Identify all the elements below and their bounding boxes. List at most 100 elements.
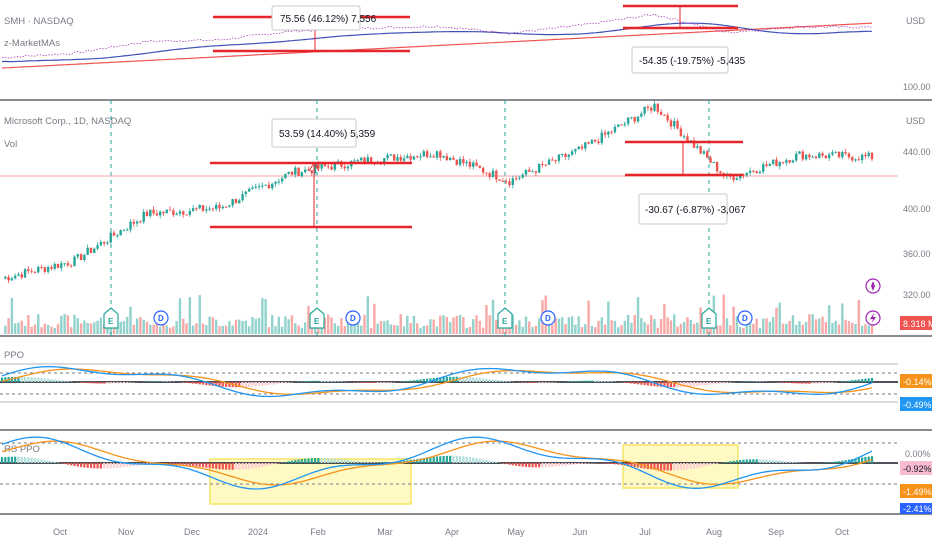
candle-body [66, 263, 70, 266]
hist-bar [547, 382, 551, 383]
x-tick-label: Sep [768, 527, 784, 537]
candle-body [310, 170, 313, 174]
rsppo-tag-blue: -2.41% [903, 504, 932, 514]
volume-bar [435, 326, 439, 334]
volume-bar [327, 314, 330, 334]
hist-bar [870, 377, 874, 382]
hist-bar [501, 380, 505, 382]
candle-body [580, 146, 584, 149]
candle-body [37, 266, 40, 273]
volume-bar [86, 323, 89, 334]
hist-bar [814, 382, 818, 384]
candle-body [673, 120, 676, 127]
candle-body [86, 247, 89, 255]
candle-body [706, 151, 709, 158]
x-tick-label: Mar [377, 527, 393, 537]
dividend-badge-3[interactable]: D [545, 314, 551, 323]
top-pane[interactable]: SMH · NASDAQ z-MarketMAs 75.56 (46.12%) … [1, 4, 931, 92]
candle-body [267, 184, 271, 189]
hist-bar [30, 377, 33, 382]
top-currency-label: USD [906, 16, 926, 26]
candle-body [290, 171, 294, 175]
earnings-badge-1[interactable]: E [108, 317, 114, 326]
volume-bar [729, 325, 732, 334]
volume-bar [781, 323, 785, 334]
volume-bar [241, 320, 244, 334]
hist-bar [340, 381, 343, 382]
volume-bar [488, 315, 491, 334]
volume-bar [557, 318, 561, 334]
rsppo-pane[interactable]: RS PPO 0.00% -0.92% -1.49% -2.41% [0, 436, 932, 514]
hist-bar [491, 379, 495, 382]
volume-bar [439, 315, 442, 334]
earnings-badges[interactable]: E E E E [103, 307, 717, 329]
hist-bar [511, 463, 514, 466]
candle-body [109, 232, 112, 243]
hist-bar [748, 381, 752, 382]
hist-bar [518, 463, 521, 467]
dividend-badges[interactable]: D D D D [153, 310, 753, 326]
volume-tag: 8.318 M [903, 319, 932, 329]
volume-bar [132, 324, 136, 334]
volume-bar [455, 315, 458, 334]
candle-body [419, 156, 422, 158]
volume-bar [23, 326, 27, 334]
candle-body [208, 208, 211, 210]
hist-bar [709, 382, 712, 385]
hist-bar [37, 458, 40, 463]
dividend-badge-1[interactable]: D [158, 314, 164, 323]
hist-bar [129, 382, 132, 383]
volume-bar [485, 305, 488, 334]
hist-bar [571, 381, 574, 382]
candle-body [511, 178, 514, 186]
hist-bar [313, 458, 317, 463]
volume-bar [317, 325, 320, 334]
hist-bar [633, 463, 636, 468]
candle-body [165, 209, 168, 214]
candle-body [646, 106, 650, 108]
ppo-pane[interactable]: PPO -0.14% -0.49% [0, 350, 932, 411]
hist-bar [290, 460, 294, 463]
x-tick-label: Apr [445, 527, 459, 537]
candle-body [781, 162, 785, 164]
earnings-badge-3[interactable]: E [502, 317, 508, 326]
hist-bar [465, 456, 468, 463]
earnings-badge-4[interactable]: E [706, 317, 712, 326]
volume-bar [818, 318, 821, 334]
candle-body [804, 154, 808, 160]
hist-bar [422, 379, 425, 382]
hist-bar [360, 461, 363, 463]
dividend-badge-4[interactable]: D [742, 314, 748, 323]
dividend-badge-2[interactable]: D [350, 314, 356, 323]
price-axis[interactable] [898, 0, 932, 550]
earnings-badge-2[interactable]: E [314, 317, 320, 326]
volume-bar [854, 324, 857, 334]
future-event-icon[interactable] [865, 278, 881, 294]
hist-bar [521, 463, 524, 467]
rsppo-tag-orange: -1.49% [903, 487, 932, 497]
hist-bar [53, 379, 56, 382]
hist-bar [284, 461, 287, 463]
candle-body [537, 163, 541, 173]
hist-bar [752, 381, 755, 382]
volume-bar [419, 327, 422, 334]
volume-bar [771, 316, 775, 334]
hist-bar [93, 382, 96, 384]
candle-body [251, 187, 254, 189]
candle-body [514, 178, 518, 180]
volume-bar [10, 298, 14, 334]
candle-body [53, 263, 56, 269]
ppo-line [1, 366, 873, 398]
volume-bar [218, 326, 221, 334]
lightning-icon[interactable] [865, 310, 881, 326]
main-pane[interactable]: Microsoft Corp., 1D, NASDAQ Vol 53.59 (1… [0, 100, 932, 336]
candle-body [458, 159, 462, 165]
hist-bar [712, 382, 715, 385]
hist-bar [449, 376, 452, 382]
hist-bar [248, 382, 251, 387]
hist-bar [274, 382, 277, 385]
hist-bar [725, 382, 729, 383]
volume-bar [195, 323, 198, 334]
time-axis[interactable]: Oct Nov Dec 2024 Feb Mar Apr May Jun Jul Aug Sep Oct [53, 527, 850, 537]
